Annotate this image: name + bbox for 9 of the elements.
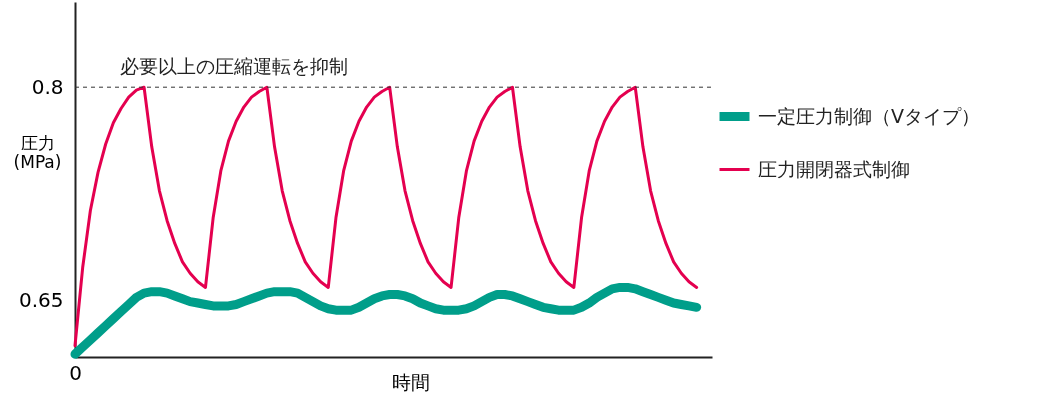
ref-line-label: 必要以上の圧縮運転を抑制 xyxy=(120,55,348,78)
legend-label: 圧力開閉器式制御 xyxy=(758,157,910,180)
y-axis-title: 圧力 (MPa) xyxy=(13,132,62,172)
y-tick-label: 0.8 xyxy=(31,74,64,99)
line-series xyxy=(73,85,699,348)
x-axis-title: 時間 xyxy=(391,370,430,393)
x-tick-label: 0 xyxy=(69,360,82,385)
legend-label: 一定圧力制御（Vタイプ） xyxy=(758,104,980,127)
y-tick-label: 0.65 xyxy=(18,287,64,312)
